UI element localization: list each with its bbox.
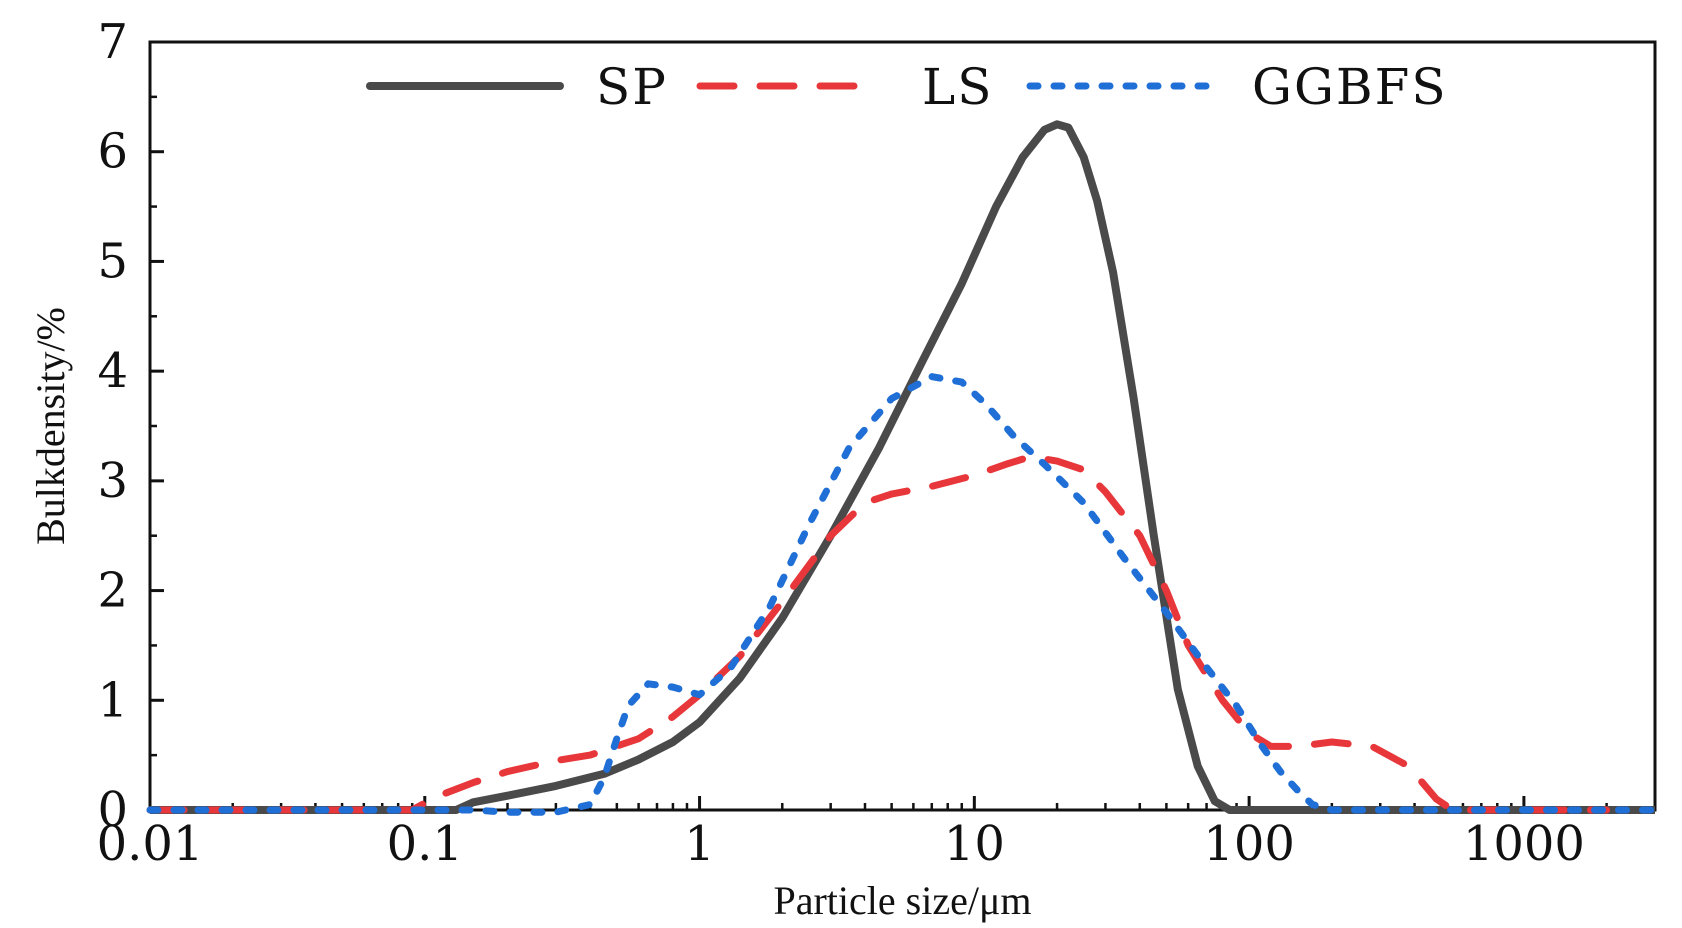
y-tick-label: 3 xyxy=(97,453,128,509)
x-axis-title: Particle size/μm xyxy=(773,878,1031,923)
x-tick-label: 1000 xyxy=(1463,816,1585,872)
series-line-ls xyxy=(146,453,1611,814)
legend: SP LS GGBFS xyxy=(366,58,1448,116)
x-tick-label: 0.1 xyxy=(387,816,463,872)
y-tick-label: 6 xyxy=(97,124,128,180)
series-layer xyxy=(146,120,1659,816)
legend-label-ggbfs: GGBFS xyxy=(1252,58,1448,116)
series-line-ggbfs xyxy=(146,373,1659,816)
x-tick-label: 1 xyxy=(684,816,715,872)
y-tick-label: 7 xyxy=(97,14,128,70)
y-axis: 0 1 2 3 4 5 6 7 xyxy=(97,14,164,838)
x-tick-label: 0.01 xyxy=(97,816,204,872)
y-axis-title: Bulkdensity/% xyxy=(28,307,73,545)
y-tick-label: 4 xyxy=(97,343,128,399)
plot-frame xyxy=(148,40,1657,812)
plot-area xyxy=(148,40,1657,812)
x-tick-label: 10 xyxy=(944,816,1005,872)
y-tick-label: 2 xyxy=(97,563,128,619)
y-tick-label: 1 xyxy=(97,672,128,728)
legend-label-sp: SP xyxy=(596,58,668,116)
series-line-sp xyxy=(150,120,1655,814)
x-tick-label: 100 xyxy=(1203,816,1295,872)
y-tick-label: 5 xyxy=(97,233,128,289)
y-tick-label: 0 xyxy=(97,782,128,838)
legend-label-ls: LS xyxy=(922,58,993,116)
